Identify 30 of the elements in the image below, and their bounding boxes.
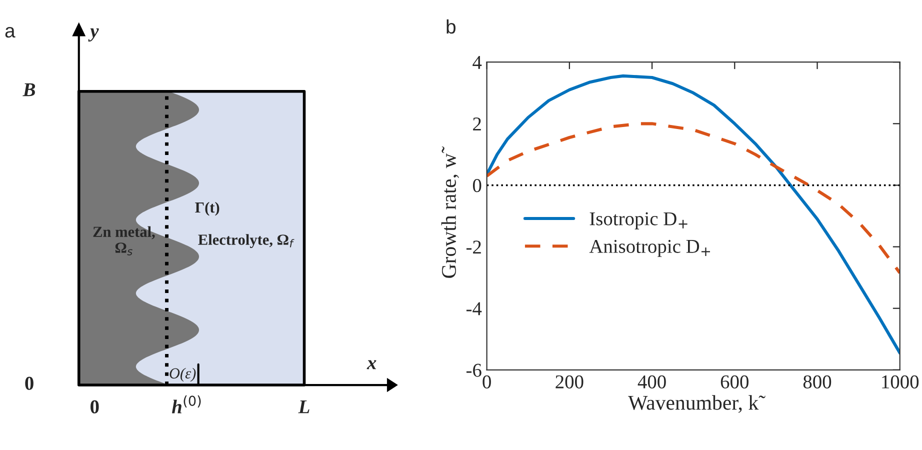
legend-label: Anisotropic D$_{+}$ [589, 240, 710, 257]
line-series [486, 74, 900, 354]
text: Γ(t) [195, 202, 220, 216]
text: 0 [90, 400, 99, 414]
text: Electrolyte, Ω$_{f}$ [198, 234, 294, 248]
text: h$^{(0)}$ [172, 395, 201, 414]
y-tick-label: -6 [466, 364, 482, 377]
x-tick-label: 200 [556, 375, 584, 388]
text: O(ε) [170, 368, 196, 382]
x-tick-label: 600 [720, 375, 748, 388]
text: Zn metal, Ω$_{s}$ [93, 226, 155, 256]
text: y [88, 28, 99, 42]
y-tick-label: -2 [466, 240, 481, 254]
x-axis-title: Wavenumber, k̃ [628, 395, 766, 413]
y-tick-label: 0 [472, 179, 482, 192]
text: x [366, 360, 376, 370]
y-axis-title: Growth rate, w̃ [441, 146, 459, 278]
x-tick-label: 400 [638, 375, 666, 388]
text: L [298, 400, 310, 414]
y-tick-label: -4 [466, 302, 482, 316]
x-tick-label: 1000 [882, 375, 919, 388]
y-tick-label: 4 [472, 56, 482, 69]
y-tick-label: 2 [473, 118, 481, 130]
legend-label: Isotropic D$_{+}$ [590, 212, 688, 230]
text: B [22, 83, 36, 96]
x-tick-label: 800 [803, 375, 832, 388]
line-series [486, 122, 900, 274]
x-tick-label: 0 [482, 375, 491, 388]
text: a [5, 26, 16, 38]
chart-title: b [446, 19, 456, 34]
